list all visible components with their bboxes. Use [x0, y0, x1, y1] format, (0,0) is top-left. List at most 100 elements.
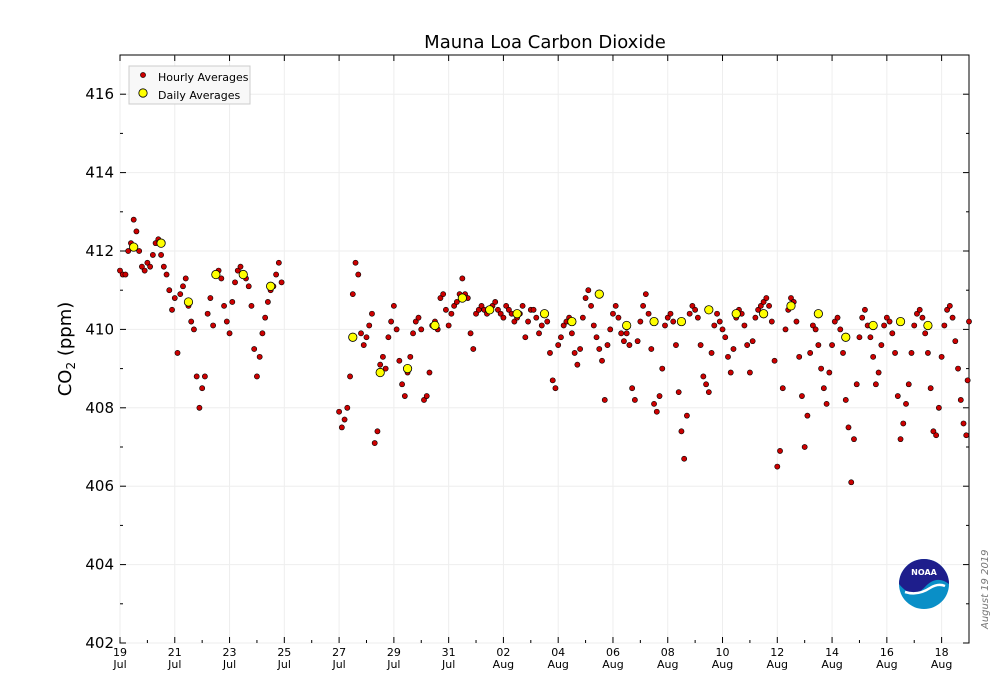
hourly-point: [349, 291, 356, 298]
hourly-point: [201, 373, 208, 380]
x-tick-day: 29: [387, 646, 401, 659]
hourly-point: [689, 302, 696, 309]
daily-point: [704, 305, 714, 315]
hourly-point: [859, 314, 866, 321]
hourly-point: [653, 408, 660, 415]
hourly-point: [705, 389, 712, 396]
hourly-point: [560, 322, 567, 329]
hourly-point: [664, 314, 671, 321]
hourly-point: [886, 318, 893, 325]
hourly-point: [648, 346, 655, 352]
hourly-point: [223, 318, 230, 325]
hourly-point: [234, 267, 241, 274]
hourly-point: [503, 302, 510, 309]
hourly-point: [144, 259, 151, 266]
hourly-point: [933, 432, 940, 439]
hourly-point: [555, 342, 562, 348]
hourly-point: [925, 350, 931, 356]
x-tick-day: 14: [825, 646, 839, 659]
hourly-point: [760, 299, 767, 305]
x-tick-day: 12: [770, 646, 784, 659]
daily-point: [758, 309, 769, 319]
hourly-point: [207, 295, 214, 301]
hourly-point: [585, 287, 592, 294]
x-tick-day: 18: [935, 646, 949, 659]
chart-title: Mauna Loa Carbon Dioxide: [424, 32, 666, 53]
hourly-point: [459, 275, 466, 282]
hourly-point: [883, 314, 890, 321]
hourly-point: [900, 420, 907, 427]
hourly-point: [916, 306, 923, 313]
daily-point: [156, 238, 166, 248]
hourly-point: [382, 365, 389, 372]
hourly-point: [522, 334, 529, 341]
hourly-point: [262, 314, 269, 321]
hourly-point: [371, 440, 378, 446]
hourly-point: [347, 373, 353, 380]
hourly-point: [826, 369, 833, 376]
hourly-point: [377, 361, 384, 368]
hourly-point: [473, 310, 479, 317]
hourly-point: [599, 357, 605, 364]
x-tick-month: Jul: [222, 658, 236, 671]
hourly-point: [511, 318, 518, 325]
y-tick-label: 414: [85, 164, 114, 182]
hourly-point: [741, 322, 748, 329]
y-tick-label: 402: [85, 634, 114, 652]
hourly-point: [352, 259, 359, 266]
hourly-point: [946, 302, 953, 309]
hourly-point: [793, 318, 800, 325]
hourly-point: [390, 302, 397, 309]
x-tick-month: Aug: [821, 658, 842, 671]
hourly-point: [837, 326, 844, 333]
hourly-point: [579, 314, 586, 321]
hourly-point: [188, 318, 195, 325]
hourly-point: [642, 291, 649, 298]
hourly-point: [210, 322, 217, 329]
x-tick-day: 16: [880, 646, 894, 659]
hourly-point: [623, 330, 630, 337]
hourly-point: [196, 404, 203, 411]
hourly-point: [870, 353, 877, 360]
daily-point: [457, 293, 467, 303]
daily-point: [211, 269, 221, 280]
daily-point: [594, 289, 604, 299]
hourly-point: [941, 322, 948, 329]
hourly-point: [278, 279, 285, 286]
hourly-point: [139, 263, 145, 270]
x-tick-month: Aug: [876, 658, 897, 671]
hourly-point: [237, 263, 244, 270]
hourly-point: [804, 412, 811, 419]
hourly-point: [160, 263, 167, 270]
x-tick-month: Jul: [441, 658, 455, 671]
x-tick-month: Jul: [331, 658, 345, 671]
daily-point: [266, 281, 276, 291]
hourly-point: [892, 350, 898, 356]
hourly-point: [193, 373, 200, 380]
hourly-point: [180, 283, 186, 290]
daily-point: [539, 309, 550, 319]
daily-point: [183, 297, 194, 307]
daily-series: [129, 238, 933, 378]
hourly-point: [191, 326, 197, 333]
hourly-point: [500, 314, 507, 321]
hourly-point: [158, 252, 164, 258]
hourly-point: [807, 350, 814, 356]
hourly-point: [232, 279, 238, 286]
hourly-point: [957, 397, 964, 403]
hourly-point: [637, 318, 644, 325]
x-tick-day: 25: [277, 646, 291, 659]
hourly-point: [399, 381, 405, 388]
hourly-point: [344, 404, 351, 411]
hourly-point: [763, 295, 770, 301]
hourly-point: [226, 330, 233, 337]
noaa-logo-text: NOAA: [911, 568, 937, 577]
hourly-point: [445, 322, 452, 329]
plot-area: [119, 54, 970, 644]
x-tick-day: 19: [113, 646, 127, 659]
hourly-point: [273, 271, 280, 278]
hourly-point: [927, 385, 934, 392]
hourly-point: [549, 377, 556, 384]
hourly-point: [440, 291, 447, 298]
